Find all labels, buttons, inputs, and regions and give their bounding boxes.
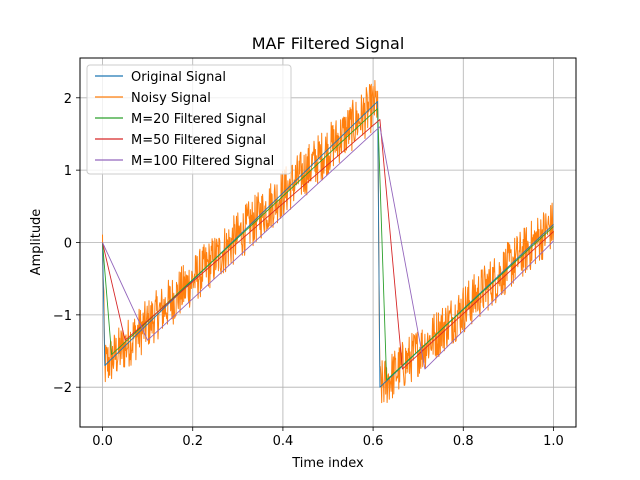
y-tick-label: −2 <box>53 381 72 396</box>
legend-box <box>86 64 292 175</box>
series-line-m-20-filtered-signal <box>102 108 554 381</box>
series-line-noisy-signal <box>102 80 554 404</box>
legend-label: Original Signal <box>131 70 226 85</box>
legend: Original Signal Noisy Signal M=20 Filtered… <box>86 64 292 175</box>
x-tick-label: 0.2 <box>182 434 203 449</box>
series-line-m-50-filtered-signal <box>102 119 554 370</box>
x-tick-label: 0.8 <box>453 434 474 449</box>
x-tick-label: 1.0 <box>543 434 564 449</box>
legend-label: M=50 Filtered Signal <box>131 133 266 148</box>
x-tick-label: 0.6 <box>363 434 384 449</box>
ticks: 0.0 0.2 0.4 0.6 0.8 1.0 −2 −1 0 1 2 <box>53 92 564 449</box>
legend-label: Noisy Signal <box>131 91 211 106</box>
x-axis-title: Time index <box>291 456 364 471</box>
y-tick-label: −1 <box>53 309 72 324</box>
x-tick-label: 0.4 <box>273 434 294 449</box>
chart-title: MAF Filtered Signal <box>252 34 405 53</box>
series-line-m-100-filtered-signal <box>102 126 554 370</box>
y-tick-label: 0 <box>64 237 72 252</box>
series-lines <box>102 80 554 404</box>
x-tick-label: 0.0 <box>92 434 113 449</box>
y-tick-label: 1 <box>64 164 72 179</box>
y-tick-label: 2 <box>64 92 72 107</box>
y-axis-title: Amplitude <box>29 209 44 276</box>
legend-label: M=20 Filtered Signal <box>131 112 266 127</box>
legend-label: M=100 Filtered Signal <box>131 154 274 169</box>
